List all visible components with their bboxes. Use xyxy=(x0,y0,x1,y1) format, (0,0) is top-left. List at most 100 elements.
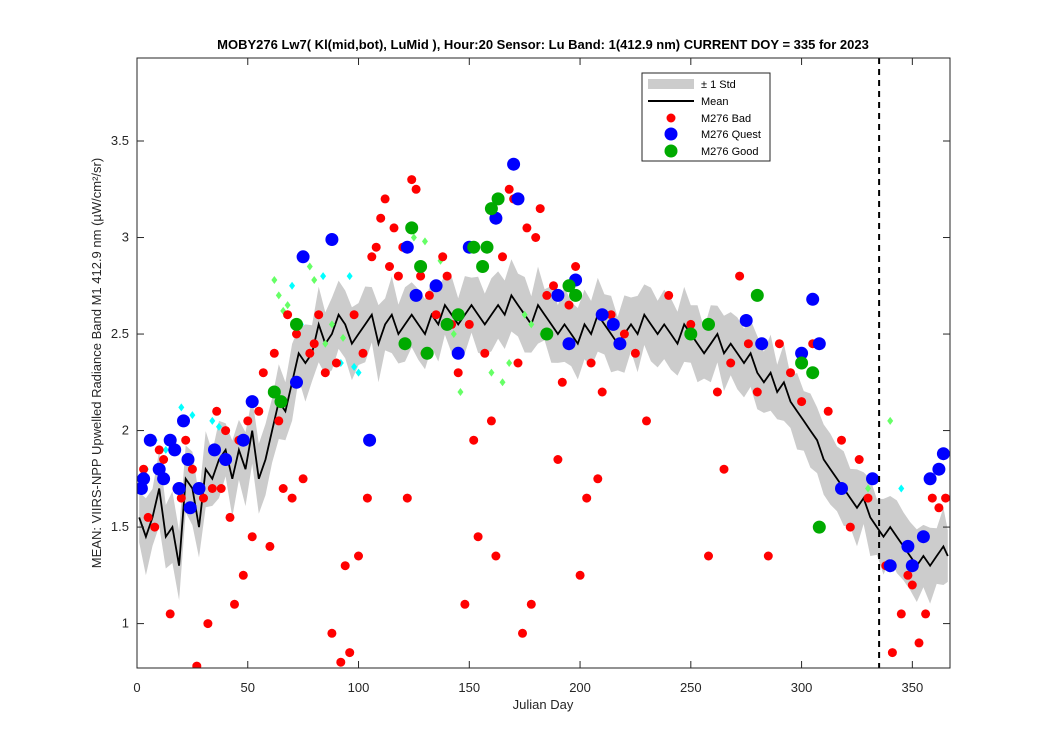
bad-point xyxy=(331,358,341,368)
bad-point xyxy=(464,319,474,329)
bad-point xyxy=(371,242,381,252)
bad-point xyxy=(385,262,394,271)
bad-point xyxy=(327,628,337,638)
lightgreen-point xyxy=(450,330,457,339)
legend-quest-label: M276 Quest xyxy=(701,129,761,141)
bad-point xyxy=(274,416,284,426)
good-point xyxy=(267,385,281,399)
quest-point xyxy=(511,192,525,206)
bad-point xyxy=(823,406,833,416)
bad-point xyxy=(896,609,906,619)
lightgreen-point xyxy=(410,233,417,242)
bad-point xyxy=(336,657,346,667)
good-point xyxy=(274,395,288,409)
bad-point xyxy=(642,416,651,426)
bad-point xyxy=(389,223,399,233)
quest-point xyxy=(755,337,769,351)
bad-points xyxy=(139,175,950,668)
quest-points xyxy=(137,157,950,573)
bad-point xyxy=(305,348,315,358)
bad-point xyxy=(491,551,501,561)
quest-point xyxy=(296,250,310,264)
bad-point xyxy=(712,387,722,397)
legend-good-label: M276 Good xyxy=(701,146,758,158)
bad-point xyxy=(287,493,297,503)
bad-point xyxy=(407,175,417,185)
bad-point xyxy=(269,348,279,358)
good-point xyxy=(440,317,454,331)
legend-mean-label: Mean xyxy=(701,96,729,108)
lightgreen-points xyxy=(271,233,894,493)
bad-point xyxy=(203,619,213,629)
bad-point xyxy=(181,435,191,445)
lightgreen-point xyxy=(421,237,428,246)
quest-point xyxy=(562,337,576,351)
quest-point xyxy=(172,482,186,495)
cyan-point xyxy=(178,403,185,412)
bad-point xyxy=(571,262,581,271)
bad-point xyxy=(531,233,541,242)
bad-point xyxy=(914,638,924,648)
quest-point xyxy=(551,288,565,302)
cyan-point xyxy=(189,411,196,420)
quest-point xyxy=(812,337,826,351)
quest-point xyxy=(595,308,609,322)
bad-point xyxy=(582,493,592,503)
bad-point xyxy=(597,387,607,397)
quest-point xyxy=(168,443,182,457)
bad-point xyxy=(349,310,359,320)
good-point xyxy=(484,202,498,216)
good-point xyxy=(290,317,303,331)
bad-point xyxy=(522,223,532,233)
quest-point xyxy=(923,472,937,486)
bad-point xyxy=(438,252,448,262)
bad-point xyxy=(504,184,514,194)
bad-point xyxy=(221,426,231,436)
chart-title: MOBY276 Lw7( Kl(mid,bot), LuMid ), Hour:… xyxy=(217,37,869,52)
bad-point xyxy=(553,455,563,464)
bad-point xyxy=(797,397,807,407)
bad-point xyxy=(735,271,745,281)
bad-point xyxy=(265,541,275,551)
lightgreen-point xyxy=(457,387,464,396)
bad-point xyxy=(431,310,441,320)
quest-point xyxy=(219,453,233,466)
good-point xyxy=(684,327,698,341)
good-point xyxy=(812,520,826,534)
bad-point xyxy=(254,406,264,416)
good-point xyxy=(702,317,715,331)
cyan-point xyxy=(351,362,358,371)
bad-point xyxy=(630,348,640,358)
good-point xyxy=(451,308,465,322)
legend-std-label: ± 1 Std xyxy=(701,79,736,91)
bad-point xyxy=(243,416,253,426)
bad-point xyxy=(150,522,160,532)
good-point xyxy=(806,366,820,380)
legend-bad-marker xyxy=(666,113,676,123)
quest-point xyxy=(932,462,946,476)
lightgreen-point xyxy=(275,291,282,300)
quest-point xyxy=(208,443,221,457)
bad-point xyxy=(549,281,558,291)
good-point xyxy=(420,346,434,360)
bad-point xyxy=(941,493,950,503)
legend-quest-marker xyxy=(664,127,678,141)
good-point xyxy=(476,260,490,273)
quest-point xyxy=(606,317,620,331)
bad-point xyxy=(664,290,674,300)
x-tick-label: 200 xyxy=(569,680,591,695)
bad-point xyxy=(298,474,308,484)
y-tick-label: 3.5 xyxy=(111,133,129,148)
legend-std-swatch xyxy=(648,79,694,89)
quest-point xyxy=(936,447,950,461)
x-tick-label: 100 xyxy=(348,680,370,695)
bad-point xyxy=(473,532,483,542)
quest-point xyxy=(163,433,177,447)
bad-point xyxy=(542,290,552,300)
quest-point xyxy=(905,559,919,573)
lightgreen-point xyxy=(499,378,506,387)
lightgreen-point xyxy=(322,339,329,348)
bad-point xyxy=(907,580,917,590)
bad-point xyxy=(216,484,226,493)
bad-point xyxy=(774,339,784,349)
